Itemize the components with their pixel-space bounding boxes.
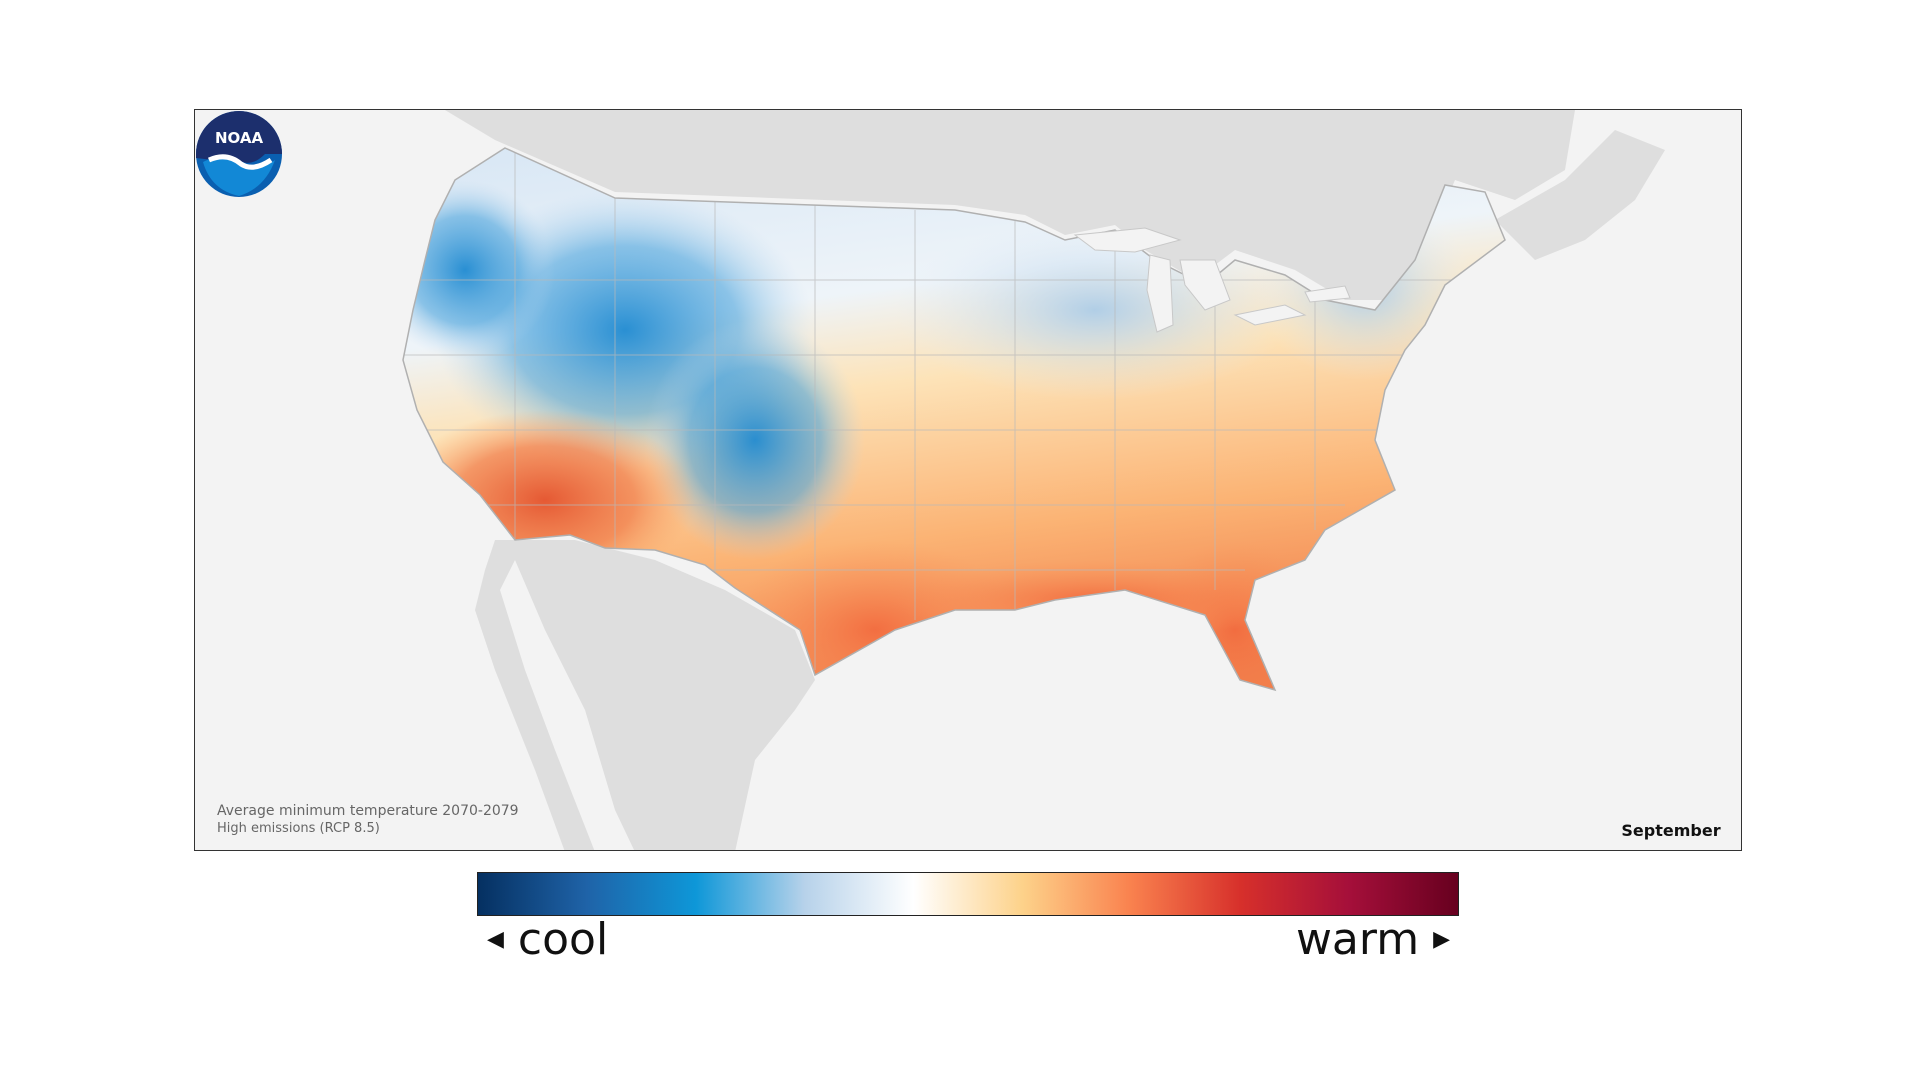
triangle-left-icon: ◀ [487,926,504,952]
noaa-logo-text: NOAA [215,129,264,147]
warm-label: warm [1295,914,1420,965]
triangle-right-icon: ▶ [1433,926,1450,952]
map-caption: Average minimum temperature 2070-2079 Hi… [217,802,519,838]
cool-label: cool [517,914,609,965]
temperature-colorbar [477,872,1459,916]
month-label: September [1621,821,1721,840]
mexico-landmass [475,540,815,850]
warm-label-group: warm ▶ [1296,914,1450,965]
caption-scenario: High emissions (RCP 8.5) [217,821,380,837]
baja-gulf [500,560,635,850]
great-lakes [1073,227,1351,333]
noaa-logo-icon: NOAA [196,111,282,197]
canada-landmass [395,110,1575,300]
cool-label-group: ◀ cool [487,914,608,965]
caption-title: Average minimum temperature 2070-2079 [217,802,519,819]
maritime-landmass [1495,130,1665,260]
map-panel: Average minimum temperature 2070-2079 Hi… [194,109,1742,851]
temperature-map [395,110,1665,850]
